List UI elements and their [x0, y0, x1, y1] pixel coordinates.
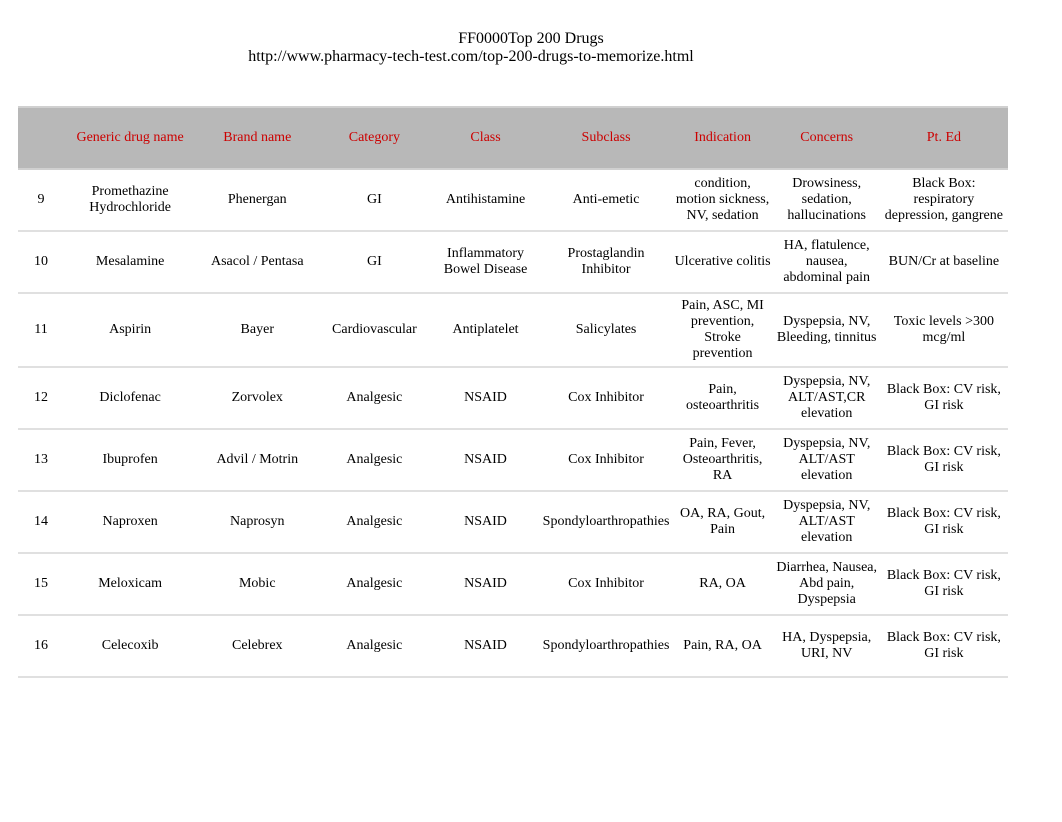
cell-class: NSAID	[430, 491, 540, 553]
col-header-subclass: Subclass	[541, 107, 672, 169]
drug-table: Generic drug name Brand name Category Cl…	[18, 106, 1008, 678]
cell-generic: Ibuprofen	[64, 429, 196, 491]
cell-subclass: Cox Inhibitor	[541, 553, 672, 615]
cell-concerns: Diarrhea, Nausea, Abd pain, Dyspepsia	[774, 553, 880, 615]
cell-pted: Black Box: CV risk, GI risk	[880, 553, 1008, 615]
cell-pted: BUN/Cr at baseline	[880, 231, 1008, 293]
col-header-pted: Pt. Ed	[880, 107, 1008, 169]
cell-num: 15	[18, 553, 64, 615]
cell-indication: Pain, osteoarthritis	[672, 367, 774, 429]
cell-indication: Pain, ASC, MI prevention, Stroke prevent…	[672, 293, 774, 367]
cell-category: Analgesic	[318, 429, 430, 491]
cell-class: NSAID	[430, 367, 540, 429]
cell-category: Analgesic	[318, 615, 430, 677]
cell-generic: Celecoxib	[64, 615, 196, 677]
cell-subclass: Cox Inhibitor	[541, 429, 672, 491]
table-row: 11AspirinBayerCardiovascularAntiplatelet…	[18, 293, 1008, 367]
cell-generic: Mesalamine	[64, 231, 196, 293]
cell-concerns: Drowsiness, sedation, hallucinations	[774, 169, 880, 231]
cell-subclass: Spondyloarthropathies	[541, 491, 672, 553]
cell-subclass: Spondyloarthropathies	[541, 615, 672, 677]
cell-num: 14	[18, 491, 64, 553]
cell-subclass: Cox Inhibitor	[541, 367, 672, 429]
cell-indication: Pain, RA, OA	[672, 615, 774, 677]
table-header-row: Generic drug name Brand name Category Cl…	[18, 107, 1008, 169]
drug-table-container: Generic drug name Brand name Category Cl…	[18, 106, 1044, 678]
cell-generic: Meloxicam	[64, 553, 196, 615]
table-row: 9Promethazine HydrochloridePhenerganGIAn…	[18, 169, 1008, 231]
table-row: 10MesalamineAsacol / PentasaGIInflammato…	[18, 231, 1008, 293]
cell-generic: Diclofenac	[64, 367, 196, 429]
cell-pted: Toxic levels >300 mcg/ml	[880, 293, 1008, 367]
cell-category: Cardiovascular	[318, 293, 430, 367]
col-header-num	[18, 107, 64, 169]
col-header-brand: Brand name	[196, 107, 318, 169]
cell-generic: Aspirin	[64, 293, 196, 367]
cell-subclass: Anti-emetic	[541, 169, 672, 231]
cell-brand: Asacol / Pentasa	[196, 231, 318, 293]
cell-class: Antihistamine	[430, 169, 540, 231]
cell-brand: Zorvolex	[196, 367, 318, 429]
cell-class: NSAID	[430, 429, 540, 491]
cell-concerns: Dyspepsia, NV, Bleeding, tinnitus	[774, 293, 880, 367]
col-header-category: Category	[318, 107, 430, 169]
col-header-concerns: Concerns	[774, 107, 880, 169]
cell-subclass: Salicylates	[541, 293, 672, 367]
cell-pted: Black Box: respiratory depression, gangr…	[880, 169, 1008, 231]
cell-class: NSAID	[430, 553, 540, 615]
cell-indication: Ulcerative colitis	[672, 231, 774, 293]
cell-category: Analgesic	[318, 491, 430, 553]
cell-class: Inflammatory Bowel Disease	[430, 231, 540, 293]
cell-class: Antiplatelet	[430, 293, 540, 367]
table-row: 14NaproxenNaprosynAnalgesicNSAIDSpondylo…	[18, 491, 1008, 553]
document-header: FF0000Top 200 Drugs http://www.pharmacy-…	[0, 0, 1062, 86]
table-row: 15MeloxicamMobicAnalgesicNSAIDCox Inhibi…	[18, 553, 1008, 615]
cell-pted: Black Box: CV risk, GI risk	[880, 491, 1008, 553]
cell-category: GI	[318, 169, 430, 231]
cell-brand: Phenergan	[196, 169, 318, 231]
cell-category: GI	[318, 231, 430, 293]
page-url: http://www.pharmacy-tech-test.com/top-20…	[0, 48, 1062, 66]
cell-num: 16	[18, 615, 64, 677]
cell-concerns: HA, Dyspepsia, URI, NV	[774, 615, 880, 677]
cell-pted: Black Box: CV risk, GI risk	[880, 615, 1008, 677]
cell-brand: Advil / Motrin	[196, 429, 318, 491]
cell-concerns: Dyspepsia, NV, ALT/AST elevation	[774, 491, 880, 553]
cell-pted: Black Box: CV risk, GI risk	[880, 429, 1008, 491]
cell-category: Analgesic	[318, 367, 430, 429]
col-header-generic: Generic drug name	[64, 107, 196, 169]
cell-concerns: HA, flatulence, nausea, abdominal pain	[774, 231, 880, 293]
table-row: 16CelecoxibCelebrexAnalgesicNSAIDSpondyl…	[18, 615, 1008, 677]
col-header-indication: Indication	[672, 107, 774, 169]
table-row: 13IbuprofenAdvil / MotrinAnalgesicNSAIDC…	[18, 429, 1008, 491]
cell-indication: RA, OA	[672, 553, 774, 615]
cell-indication: condition, motion sickness, NV, sedation	[672, 169, 774, 231]
cell-brand: Mobic	[196, 553, 318, 615]
cell-num: 10	[18, 231, 64, 293]
cell-class: NSAID	[430, 615, 540, 677]
cell-indication: OA, RA, Gout, Pain	[672, 491, 774, 553]
page-title: FF0000Top 200 Drugs	[0, 30, 1062, 48]
cell-generic: Naproxen	[64, 491, 196, 553]
cell-brand: Celebrex	[196, 615, 318, 677]
col-header-class: Class	[430, 107, 540, 169]
cell-num: 11	[18, 293, 64, 367]
cell-category: Analgesic	[318, 553, 430, 615]
table-row: 12DiclofenacZorvolexAnalgesicNSAIDCox In…	[18, 367, 1008, 429]
cell-indication: Pain, Fever, Osteoarthritis, RA	[672, 429, 774, 491]
cell-pted: Black Box: CV risk, GI risk	[880, 367, 1008, 429]
cell-num: 13	[18, 429, 64, 491]
cell-concerns: Dyspepsia, NV, ALT/AST elevation	[774, 429, 880, 491]
table-body: 9Promethazine HydrochloridePhenerganGIAn…	[18, 169, 1008, 677]
cell-num: 9	[18, 169, 64, 231]
cell-brand: Bayer	[196, 293, 318, 367]
cell-generic: Promethazine Hydrochloride	[64, 169, 196, 231]
cell-brand: Naprosyn	[196, 491, 318, 553]
cell-num: 12	[18, 367, 64, 429]
cell-concerns: Dyspepsia, NV, ALT/AST,CR elevation	[774, 367, 880, 429]
cell-subclass: Prostaglandin Inhibitor	[541, 231, 672, 293]
